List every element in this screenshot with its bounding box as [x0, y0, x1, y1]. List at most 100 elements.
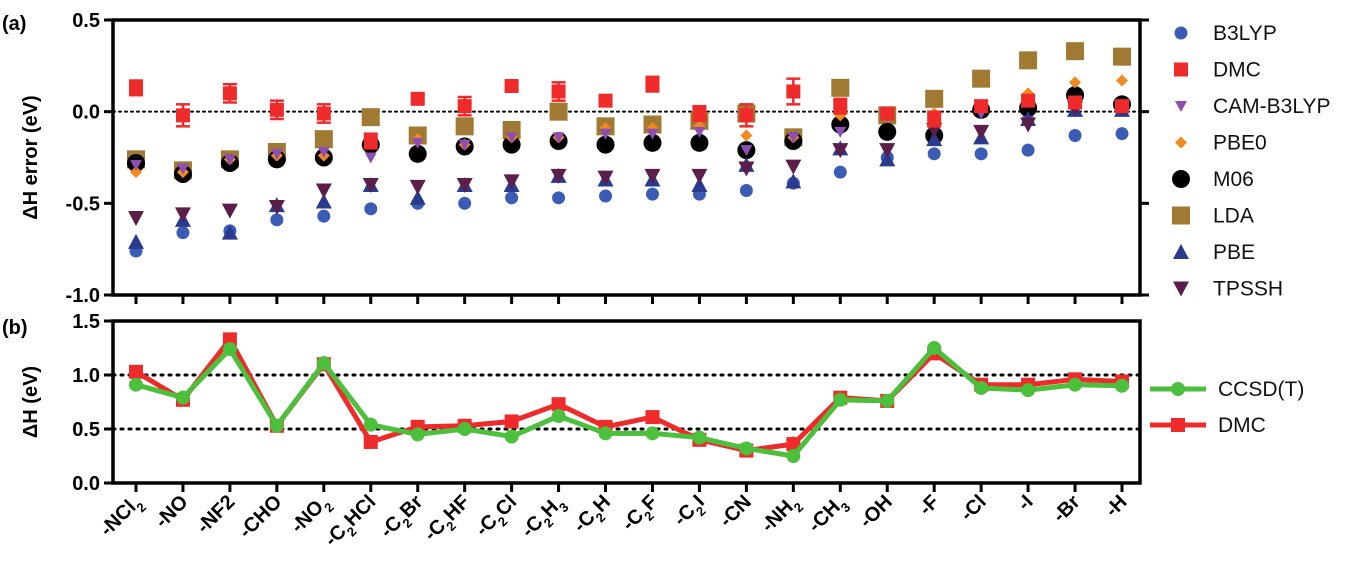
panel-a-point-b3lyp	[1115, 127, 1129, 141]
panel-a-point-dmc	[316, 106, 331, 121]
panel-a-point-lda	[1019, 51, 1038, 70]
panel-a-series-pbe	[128, 101, 1130, 249]
panel-a-ytick-label: 0.0	[72, 102, 100, 124]
x-category-label-main: -C	[569, 506, 599, 536]
legend-marker-b3lyp	[1174, 26, 1188, 40]
legend-item-b-ccsd-t: CCSD(T)	[1150, 378, 1304, 401]
panel-a-point-m06	[502, 135, 521, 154]
panel-a-point-cam-b3lyp	[223, 154, 236, 166]
panel-a-point-b3lyp	[364, 202, 378, 216]
panel-b-series-dmc	[129, 332, 1129, 458]
x-category-label: -NO	[151, 491, 192, 532]
x-category-label-main: -NF2	[192, 491, 239, 538]
legend-label-b3lyp: B3LYP	[1213, 22, 1277, 45]
panel-a-point-dmc	[504, 79, 519, 93]
panel-a-point-dmc	[269, 102, 284, 117]
panel-a-point-lda	[831, 78, 850, 97]
panel-a-point-lda	[925, 89, 944, 108]
panel-a-point-m06	[690, 133, 709, 152]
panel-a-point-b3lyp	[458, 196, 472, 210]
panel-a-point-cam-b3lyp	[317, 147, 330, 158]
panel-a-point-cam-b3lyp	[505, 132, 518, 144]
panel-a-point-tpssh	[174, 207, 191, 223]
panel-b-point-ccsd-t	[927, 341, 942, 355]
x-category-label: -C2Cl	[471, 491, 524, 544]
legend-label-lda: LDA	[1213, 205, 1254, 228]
x-category-label-main: -CHO	[235, 491, 287, 543]
x-category-label-main: -CH	[804, 496, 845, 537]
panel-b-point-ccsd-t	[551, 409, 566, 424]
panel-a-point-b3lyp	[739, 184, 753, 197]
x-category-label-main: -C	[517, 511, 547, 541]
panel-a-point-b3lyp	[1021, 143, 1035, 157]
panel-a-point-pbe	[926, 131, 943, 147]
x-category-label-main: -NO	[151, 491, 192, 532]
panel-b-point-ccsd-t	[410, 427, 425, 442]
panel-a-point-dmc	[363, 134, 378, 148]
legend-marker-m06	[1172, 170, 1190, 188]
panel-b-point-ccsd-t	[1115, 378, 1129, 393]
legend-item-lda: LDA	[1172, 205, 1254, 228]
panel-a-point-dmc	[974, 99, 989, 114]
panel-a-point-dmc	[129, 80, 143, 95]
panel-b-point-ccsd-t	[457, 422, 472, 436]
legend-item-tpssh: TPSSH	[1173, 278, 1283, 301]
panel-a-point-tpssh	[409, 179, 426, 195]
panel-b-point-ccsd-t	[316, 356, 331, 371]
panel-a-point-tpssh	[456, 178, 473, 193]
x-category-label: -NF2	[192, 491, 239, 538]
panel-a-point-m06	[643, 133, 662, 152]
panel-a-point-cam-b3lyp	[787, 132, 800, 144]
panel-a-point-tpssh	[128, 211, 144, 226]
panel-a-point-tpssh	[691, 168, 708, 184]
panel-a-point-dmc	[1068, 95, 1083, 110]
x-category-label: -H	[1101, 491, 1131, 521]
panel-b-point-ccsd-t	[786, 449, 801, 463]
x-category-label-rest: Cl	[491, 491, 521, 521]
x-category-label-main: -NCl	[96, 496, 141, 541]
panel-a-point-cam-b3lyp	[270, 148, 283, 160]
legend-marker-lda	[1172, 206, 1190, 225]
legend-label-cam-b3lyp: CAM-B3LYP	[1213, 95, 1330, 118]
x-category-label: -C2HCl	[320, 491, 383, 554]
panel-a-point-lda	[549, 102, 568, 121]
panel-b-point-dmc	[222, 332, 237, 347]
panel-b-line-ccsd-t	[135, 345, 1123, 459]
panel-a-ytick-label: 0.5	[72, 10, 100, 32]
legend-marker-b-dmc	[1171, 418, 1185, 432]
x-axis-category-labels: -NCl2 -NO -NF2-CHO -NO2-C2HCl-C2Br-C2HF-C2C…	[96, 491, 1132, 554]
panel-a-frame	[111, 18, 1142, 297]
legend-item-pbe0: PBE0	[1175, 132, 1267, 155]
panel-a-point-b3lyp	[552, 191, 566, 205]
panel-a-point-dmc	[222, 86, 237, 101]
panel-a-point-pbe	[409, 189, 426, 205]
panel-a-point-m06	[408, 144, 427, 163]
panel-b-point-ccsd-t	[222, 342, 237, 357]
x-category-label: -NH2	[757, 491, 806, 540]
x-category-label: -CHO	[235, 491, 287, 543]
panel-b-point-dmc	[645, 410, 660, 425]
panel-a-label: (a)	[2, 13, 26, 35]
panel-b: 1.5 1.0 0.5 0.0 (b) ΔH (eV) CCSD(T) DMC	[2, 311, 1304, 495]
legend-label-pbe0: PBE0	[1213, 132, 1267, 155]
legend-marker-dmc	[1174, 62, 1188, 77]
panel-a-point-b3lyp	[317, 209, 331, 223]
legend-item-b3lyp: B3LYP	[1174, 22, 1277, 45]
x-category-label: -CN	[715, 491, 756, 532]
panel-b-legend: CCSD(T) DMC	[1150, 378, 1304, 437]
legend-label-pbe: PBE	[1213, 241, 1255, 264]
panel-b-point-ccsd-t	[833, 392, 848, 407]
panel-a-point-dmc	[598, 93, 613, 108]
panel-b-point-dmc	[363, 434, 378, 449]
x-category-label: -C2HF	[420, 491, 478, 549]
x-category-label-rest: HF	[440, 491, 474, 525]
panel-b-point-ccsd-t	[129, 377, 143, 392]
panel-a-point-pbe0	[1116, 74, 1128, 87]
panel-a-point-dmc	[927, 112, 942, 126]
x-category-label-main: -C	[669, 500, 699, 530]
panel-a-point-tpssh	[597, 170, 614, 186]
panel-a-point-tpssh	[973, 124, 990, 140]
legend-item-dmc: DMC	[1174, 59, 1261, 82]
panel-b-point-ccsd-t	[645, 426, 660, 441]
